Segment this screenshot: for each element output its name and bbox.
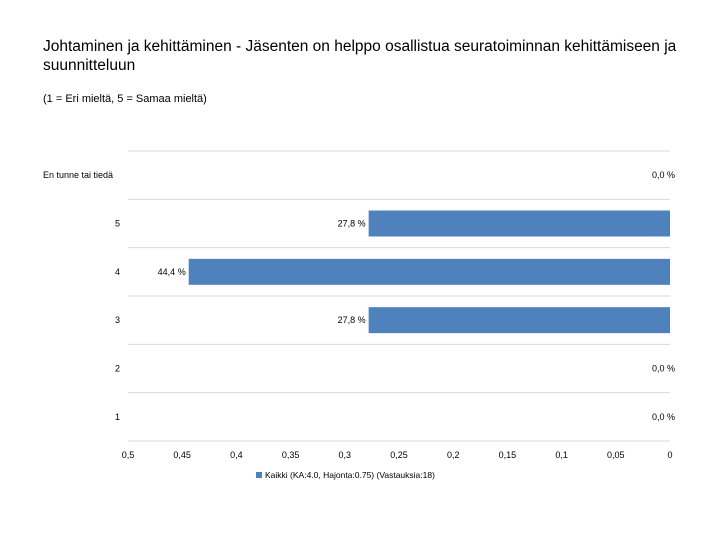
x-tick-label: 0,3: [339, 450, 352, 460]
data-label: 0,0 %: [652, 170, 675, 180]
data-label: 0,0 %: [652, 412, 675, 422]
bar: [368, 210, 670, 237]
x-tick-label: 0: [667, 450, 672, 460]
x-tick-label: 0,25: [390, 450, 408, 460]
x-tick-label: 0,45: [173, 450, 191, 460]
category-label: 5: [115, 219, 120, 229]
x-tick-label: 0,2: [447, 450, 460, 460]
data-label: 27,8 %: [338, 219, 366, 229]
x-tick-label: 0,05: [607, 450, 625, 460]
chart-title: Johtaminen ja kehittäminen - Jäsenten on…: [43, 38, 677, 74]
x-tick-label: 0,35: [282, 450, 300, 460]
legend-label: Kaikki (KA:4.0, Hajonta:0.75) (Vastauksi…: [265, 470, 435, 480]
legend-swatch: [256, 472, 262, 478]
bar: [188, 258, 671, 285]
category-label: En tunne tai tiedä: [43, 170, 113, 180]
category-label: 4: [115, 267, 120, 277]
legend: Kaikki (KA:4.0, Hajonta:0.75) (Vastauksi…: [256, 470, 435, 480]
x-tick-label: 0,15: [499, 450, 517, 460]
data-label: 0,0 %: [652, 364, 675, 374]
x-tick-label: 0,4: [230, 450, 243, 460]
bar: [368, 307, 670, 334]
category-label: 2: [115, 364, 120, 374]
chart-subtitle: (1 = Eri mieltä, 5 = Samaa mieltä): [43, 93, 207, 105]
data-label: 44,4 %: [158, 267, 186, 277]
data-label: 27,8 %: [338, 315, 366, 325]
category-label: 1: [115, 412, 120, 422]
x-tick-label: 0,5: [122, 450, 135, 460]
x-tick-label: 0,1: [555, 450, 568, 460]
category-label: 3: [115, 315, 120, 325]
